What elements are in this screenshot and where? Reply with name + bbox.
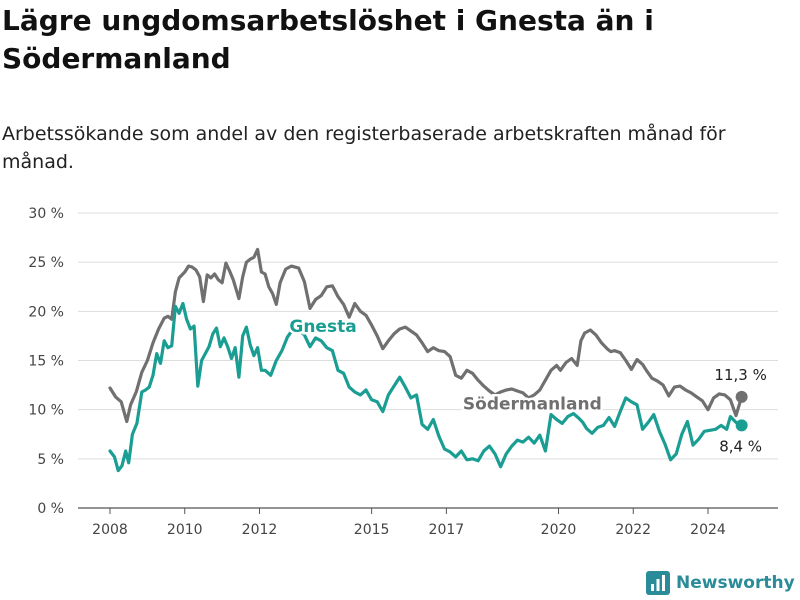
- x-tick-label: 2008: [92, 522, 128, 538]
- newsworthy-logo: Newsworthy: [646, 570, 795, 596]
- y-tick-label: 30 %: [28, 206, 64, 222]
- sodermanland-end-label: 11,3 %: [714, 366, 766, 384]
- x-tick-label: 2020: [541, 522, 577, 538]
- y-tick-label: 15 %: [28, 354, 64, 370]
- x-axis: 2008 2010 2012 2015 2017 2020 2022 2024: [92, 508, 726, 538]
- x-tick-label: 2012: [242, 522, 278, 538]
- brand-name: Newsworthy: [676, 573, 795, 593]
- sodermanland-series-label: Södermanland: [463, 395, 602, 415]
- y-tick-label: 10 %: [28, 403, 64, 419]
- chart-title: Lägre ungdomsarbetslöshet i Gnesta än i …: [2, 4, 654, 75]
- x-tick-label: 2017: [429, 522, 465, 538]
- sodermanland-end-point: [735, 390, 748, 403]
- sodermanland-line: [108, 247, 744, 424]
- gnesta-end-point: [735, 419, 748, 432]
- gnesta-end-label: 8,4 %: [719, 437, 762, 455]
- series-lines: [108, 247, 748, 473]
- x-tick-label: 2022: [615, 522, 651, 538]
- bar-chart-icon: [646, 571, 670, 595]
- chart-subtitle: Arbetssökande som andel av den registerb…: [2, 123, 726, 173]
- x-tick-label: 2010: [167, 522, 203, 538]
- y-tick-labels: 0 % 5 % 10 % 15 % 20 % 25 % 30 %: [28, 206, 64, 517]
- y-gridlines: [78, 212, 778, 509]
- y-tick-label: 0 %: [37, 501, 64, 517]
- y-tick-label: 25 %: [28, 255, 64, 271]
- x-tick-label: 2024: [690, 522, 726, 538]
- y-tick-label: 5 %: [37, 452, 64, 468]
- x-tick-label: 2015: [354, 522, 390, 538]
- series-labels: Gnesta Södermanland 11,3 % 8,4 %: [287, 314, 769, 457]
- gnesta-series-label: Gnesta: [289, 317, 356, 337]
- y-tick-label: 20 %: [28, 304, 64, 320]
- gnesta-line: [108, 301, 744, 473]
